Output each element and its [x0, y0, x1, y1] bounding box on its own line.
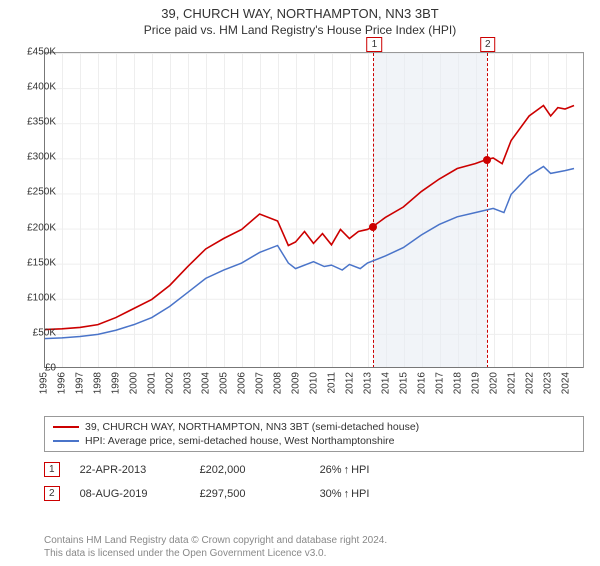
sale-delta-pct-2: 30%: [320, 488, 342, 500]
y-tick-label: £300K: [27, 152, 56, 163]
sale-price-2: £297,500: [200, 488, 300, 500]
sale-date-2: 08-AUG-2019: [80, 488, 180, 500]
y-tick-label: £250K: [27, 187, 56, 198]
y-tick-label: £200K: [27, 222, 56, 233]
legend-item-hpi: HPI: Average price, semi-detached house,…: [53, 434, 575, 448]
x-tick-label: 2006: [237, 372, 248, 394]
legend-item-property: 39, CHURCH WAY, NORTHAMPTON, NN3 3BT (se…: [53, 420, 575, 434]
x-tick-label: 2013: [363, 372, 374, 394]
x-tick-label: 2009: [291, 372, 302, 394]
sale-delta-ref-1: HPI: [351, 464, 369, 476]
sale-delta-2: 30% HPI: [320, 488, 370, 500]
sale-point-2: [483, 156, 491, 164]
x-tick-label: 1996: [57, 372, 68, 394]
x-tick-label: 1995: [39, 372, 50, 394]
x-tick-label: 2014: [381, 372, 392, 394]
series-property-line: [44, 106, 574, 330]
x-tick-label: 2008: [273, 372, 284, 394]
y-tick-label: £350K: [27, 117, 56, 128]
legend-swatch-hpi: [53, 440, 79, 442]
legend: 39, CHURCH WAY, NORTHAMPTON, NN3 3BT (se…: [44, 416, 584, 452]
x-tick-label: 2016: [417, 372, 428, 394]
y-tick-label: £100K: [27, 292, 56, 303]
x-tick-label: 2022: [525, 372, 536, 394]
x-tick-label: 2004: [201, 372, 212, 394]
chart-plot-area: 1 2: [44, 52, 584, 368]
sale-delta-pct-1: 26%: [320, 464, 342, 476]
x-tick-label: 2005: [219, 372, 230, 394]
arrow-up-icon: [344, 488, 350, 500]
chart-container: 39, CHURCH WAY, NORTHAMPTON, NN3 3BT Pri…: [0, 6, 600, 566]
x-tick-label: 1998: [93, 372, 104, 394]
x-tick-label: 2000: [129, 372, 140, 394]
y-tick-label: £400K: [27, 82, 56, 93]
page-subtitle: Price paid vs. HM Land Registry's House …: [0, 23, 600, 37]
x-tick-label: 2020: [489, 372, 500, 394]
x-tick-label: 2018: [453, 372, 464, 394]
y-tick-label: £450K: [27, 47, 56, 58]
sale-marker-badge-2: 2: [480, 37, 496, 52]
x-tick-label: 2019: [471, 372, 482, 394]
x-tick-label: 2003: [183, 372, 194, 394]
sale-delta-1: 26% HPI: [320, 464, 370, 476]
license-line-1: Contains HM Land Registry data © Crown c…: [44, 535, 387, 548]
sale-delta-ref-2: HPI: [351, 488, 369, 500]
x-tick-label: 2010: [309, 372, 320, 394]
y-tick-label: £50K: [33, 327, 56, 338]
sale-date-1: 22-APR-2013: [80, 464, 180, 476]
x-tick-label: 2011: [327, 372, 338, 394]
sale-marker-badge-1: 1: [367, 37, 383, 52]
sale-row-1: 1 22-APR-2013 £202,000 26% HPI: [44, 462, 369, 477]
sale-row-2: 2 08-AUG-2019 £297,500 30% HPI: [44, 486, 369, 501]
page-title: 39, CHURCH WAY, NORTHAMPTON, NN3 3BT: [0, 6, 600, 21]
x-tick-label: 2023: [543, 372, 554, 394]
x-tick-label: 2007: [255, 372, 266, 394]
y-tick-label: £150K: [27, 257, 56, 268]
sale-badge-1: 1: [44, 462, 60, 477]
x-tick-label: 2021: [507, 372, 518, 394]
license-text: Contains HM Land Registry data © Crown c…: [44, 535, 387, 560]
legend-swatch-property: [53, 426, 79, 428]
legend-label-property: 39, CHURCH WAY, NORTHAMPTON, NN3 3BT (se…: [85, 421, 419, 433]
x-tick-label: 1999: [111, 372, 122, 394]
chart-lines: [44, 53, 583, 368]
y-axis: [44, 53, 45, 368]
x-axis: [44, 367, 583, 368]
x-tick-label: 2015: [399, 372, 410, 394]
sale-point-1: [369, 223, 377, 231]
legend-label-hpi: HPI: Average price, semi-detached house,…: [85, 435, 395, 447]
license-line-2: This data is licensed under the Open Gov…: [44, 548, 387, 561]
x-tick-label: 2012: [345, 372, 356, 394]
x-tick-label: 2017: [435, 372, 446, 394]
series-hpi-line: [44, 166, 574, 338]
x-tick-label: 2024: [561, 372, 572, 394]
sale-price-1: £202,000: [200, 464, 300, 476]
sale-badge-2: 2: [44, 486, 60, 501]
x-tick-label: 1997: [75, 372, 86, 394]
x-tick-label: 2002: [165, 372, 176, 394]
x-tick-label: 2001: [147, 372, 158, 394]
arrow-up-icon: [344, 464, 350, 476]
